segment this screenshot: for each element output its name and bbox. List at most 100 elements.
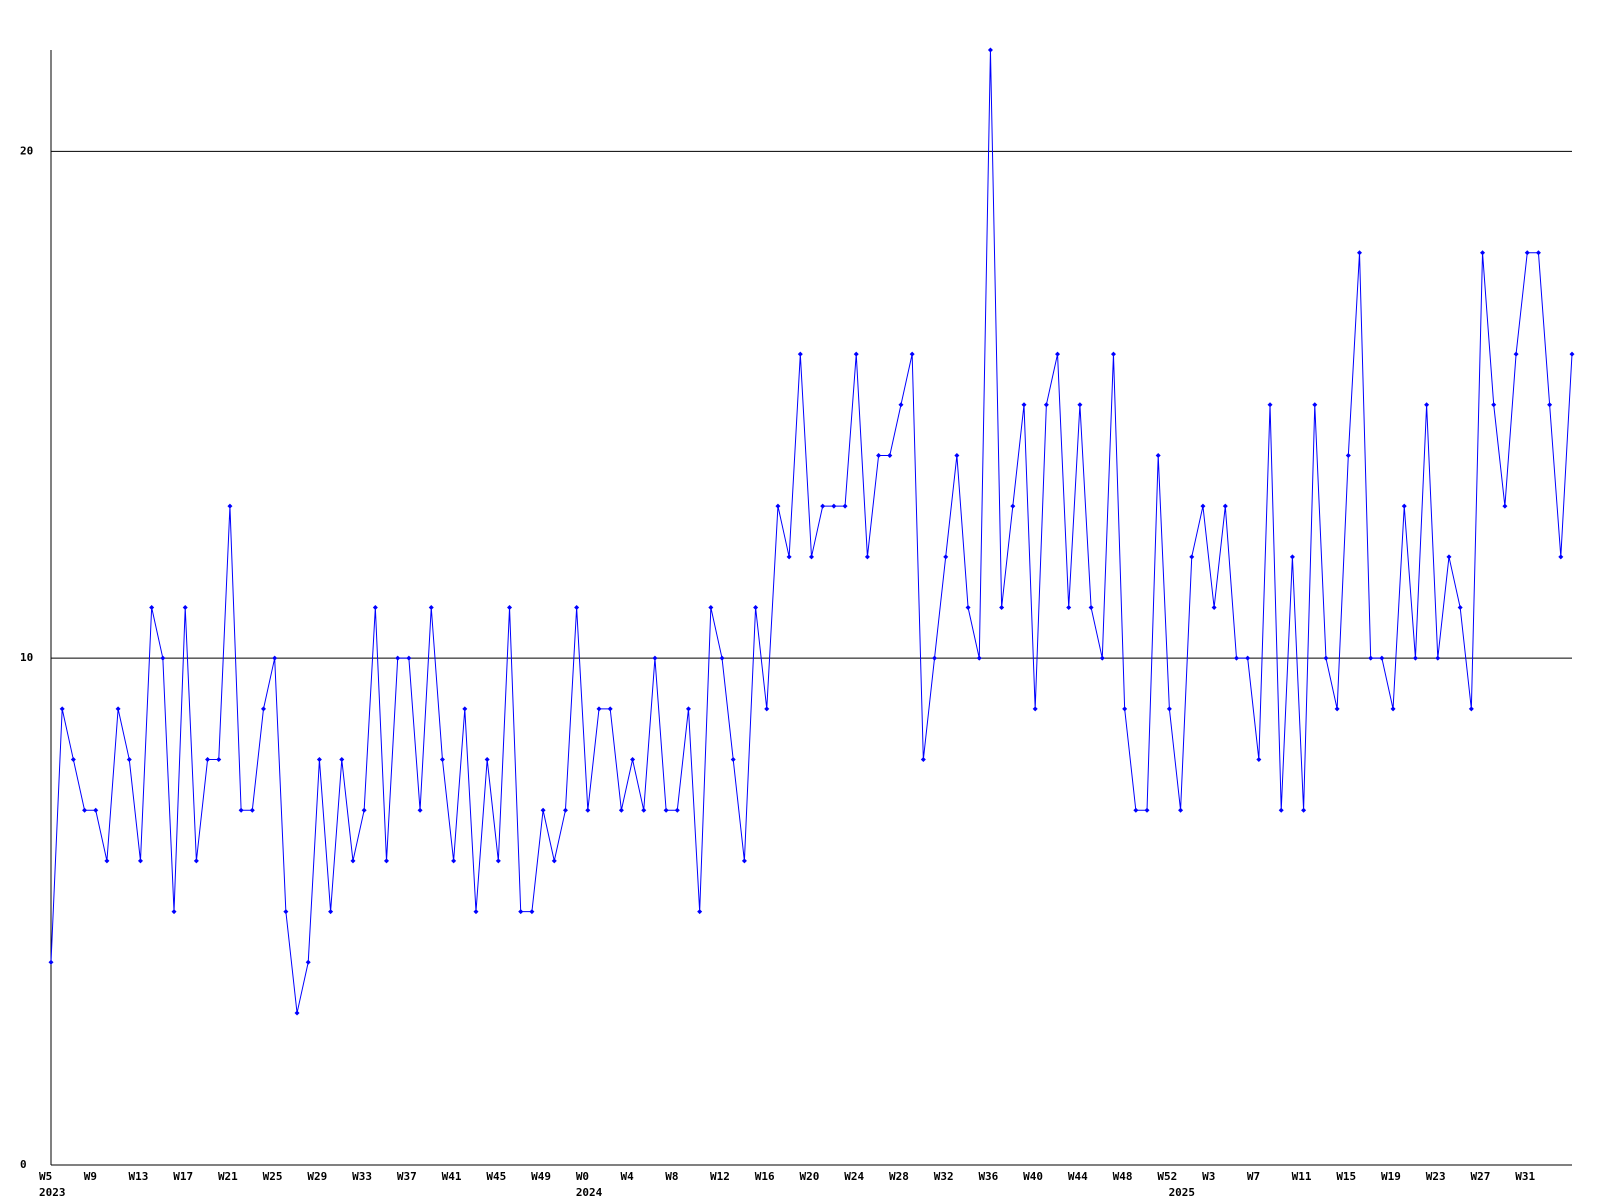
point	[328, 909, 334, 915]
point	[1010, 503, 1016, 509]
point	[171, 909, 177, 915]
point	[272, 655, 278, 661]
point	[1301, 807, 1307, 813]
x-tick-label: W16	[755, 1170, 775, 1183]
point	[1513, 351, 1519, 357]
point	[663, 807, 669, 813]
point	[697, 909, 703, 915]
point	[999, 605, 1005, 610]
point	[193, 858, 199, 864]
point	[1043, 402, 1049, 408]
point	[137, 858, 143, 864]
point	[596, 706, 602, 712]
point	[1323, 655, 1329, 661]
x-tick-label: W23	[1426, 1170, 1446, 1183]
point	[1155, 452, 1161, 458]
point	[719, 655, 725, 661]
point	[987, 47, 993, 53]
point	[1357, 250, 1363, 256]
point	[551, 858, 557, 864]
point	[1457, 605, 1463, 610]
x-tick-label: W28	[889, 1170, 909, 1183]
point	[1088, 605, 1094, 610]
point	[820, 503, 826, 509]
x-tick-label: W27	[1471, 1170, 1491, 1183]
point	[451, 858, 457, 864]
x-tick-label: W7	[1247, 1170, 1260, 1183]
point	[283, 909, 289, 915]
point	[115, 706, 121, 712]
point	[831, 503, 837, 509]
x-tick-label: W25	[263, 1170, 283, 1183]
point	[406, 655, 412, 661]
point	[350, 858, 356, 864]
point	[1435, 655, 1441, 661]
point	[607, 706, 613, 712]
point	[864, 554, 870, 560]
point	[238, 807, 244, 813]
x-tick-label: W49	[531, 1170, 551, 1183]
x-tick-label: W48	[1113, 1170, 1133, 1183]
x-tick-label: W15	[1336, 1170, 1356, 1183]
x-tick-label: W3	[1202, 1170, 1215, 1183]
point	[484, 757, 490, 763]
point	[1491, 402, 1497, 408]
x-year-label: 2024	[576, 1186, 603, 1199]
point	[182, 605, 188, 610]
point	[428, 605, 434, 610]
point	[1267, 402, 1273, 408]
point	[1412, 655, 1418, 661]
point	[1110, 351, 1116, 357]
point	[708, 605, 714, 610]
point	[562, 807, 568, 813]
point	[652, 655, 658, 661]
point	[1390, 706, 1396, 712]
point	[965, 605, 971, 610]
point	[641, 807, 647, 813]
point	[82, 807, 88, 813]
point	[1289, 554, 1295, 560]
point	[932, 655, 938, 661]
x-tick-label: W31	[1515, 1170, 1535, 1183]
point	[462, 706, 468, 712]
x-tick-label: W36	[978, 1170, 998, 1183]
point	[518, 909, 524, 915]
point	[585, 807, 591, 813]
point	[1099, 655, 1105, 661]
point	[339, 757, 345, 763]
point	[1502, 503, 1508, 509]
point	[764, 706, 770, 712]
x-tick-label: W20	[800, 1170, 820, 1183]
point	[1189, 554, 1195, 560]
x-tick-label: W21	[218, 1170, 238, 1183]
point	[1312, 402, 1318, 408]
point	[227, 503, 233, 509]
point	[842, 503, 848, 509]
point	[316, 757, 322, 763]
point	[1122, 706, 1128, 712]
x-tick-label: W52	[1157, 1170, 1177, 1183]
point	[1278, 807, 1284, 813]
point	[853, 351, 859, 357]
point	[730, 757, 736, 763]
x-tick-label: W12	[710, 1170, 730, 1183]
point	[1066, 605, 1072, 610]
point	[1233, 655, 1239, 661]
point	[1535, 250, 1541, 256]
point	[439, 757, 445, 763]
point	[260, 706, 266, 712]
point	[1245, 655, 1251, 661]
x-tick-label: W37	[397, 1170, 417, 1183]
point	[495, 858, 501, 864]
x-tick-label: W9	[84, 1170, 97, 1183]
point	[93, 807, 99, 813]
point	[786, 554, 792, 560]
point	[1222, 503, 1228, 509]
point	[1468, 706, 1474, 712]
x-tick-label: W45	[486, 1170, 506, 1183]
point	[1133, 807, 1139, 813]
point	[574, 605, 580, 610]
point	[529, 909, 535, 915]
x-tick-label: W41	[442, 1170, 462, 1183]
point	[1446, 554, 1452, 560]
